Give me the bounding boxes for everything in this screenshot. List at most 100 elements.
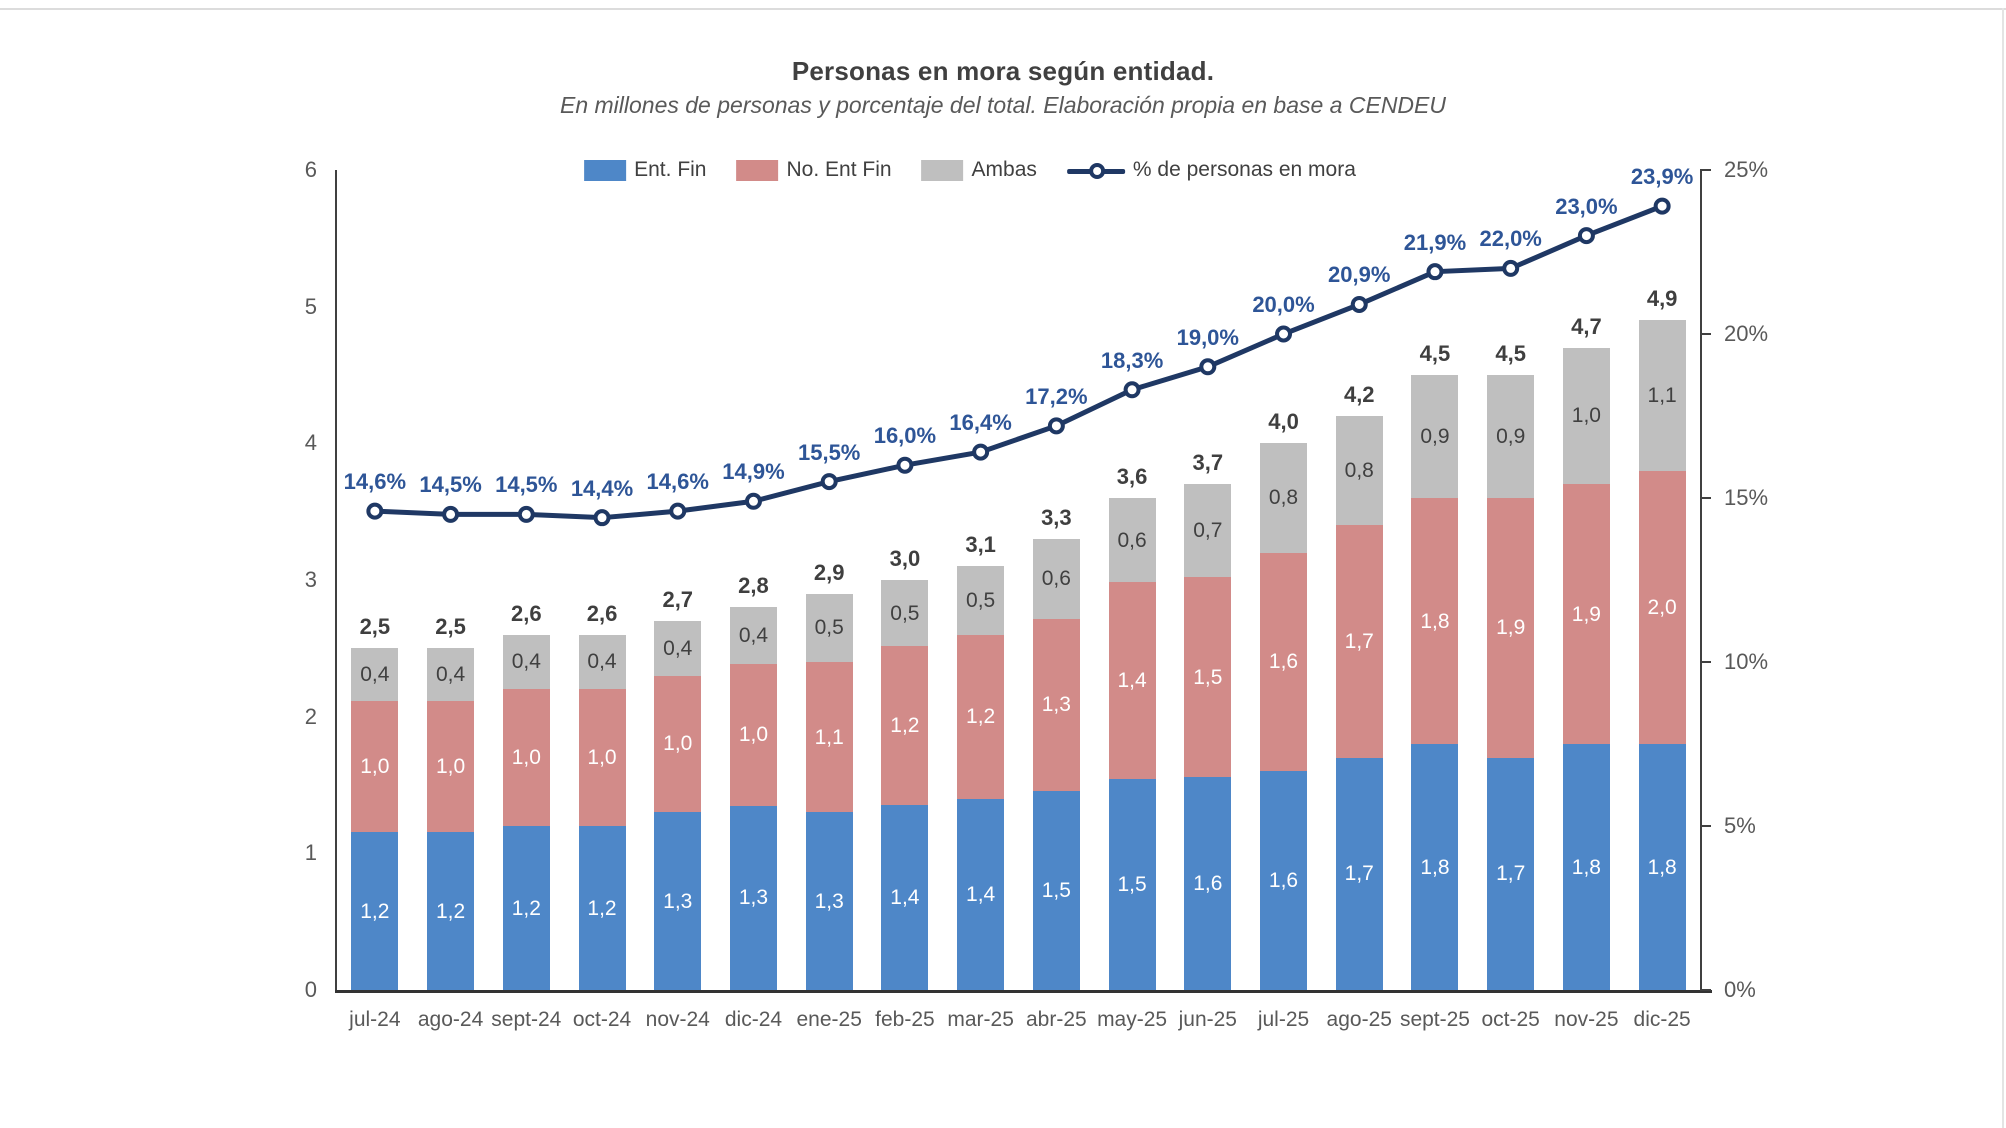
right-axis-line bbox=[1700, 170, 1702, 990]
bar-segment-value: 1,3 bbox=[738, 886, 769, 910]
left-axis-tick-label: 1 bbox=[304, 840, 317, 866]
bar-segment-value: 0,4 bbox=[587, 650, 617, 674]
left-axis-tick-label: 2 bbox=[304, 703, 317, 729]
pct-data-label: 15,5% bbox=[797, 439, 861, 465]
bar-segment-ambas: 0,4 bbox=[427, 648, 475, 701]
bar-segment-ent-fin: 1,3 bbox=[654, 812, 702, 990]
bar-segment-value: 1,2 bbox=[890, 713, 920, 737]
bar-segment-no-ent-fin: 1,8 bbox=[1411, 498, 1459, 744]
bar-total-label: 4,5 bbox=[1495, 341, 1526, 366]
bar-total-label: 4,0 bbox=[1268, 409, 1299, 435]
bar-segment-value: 0,9 bbox=[1496, 425, 1526, 448]
legend-swatch-no-ent-fin bbox=[736, 159, 779, 181]
right-axis-tick-label: 5% bbox=[1724, 813, 1756, 838]
bar-segment-value: 1,5 bbox=[1041, 879, 1071, 902]
bar-segment-ambas: 0,4 bbox=[351, 648, 399, 701]
bar-segment-ent-fin: 1,3 bbox=[805, 812, 853, 990]
x-axis-category-label: jul-25 bbox=[1257, 1008, 1310, 1031]
bar-segment-value: 1,0 bbox=[1571, 404, 1601, 428]
bar-segment-value: 1,1 bbox=[814, 725, 844, 749]
right-axis-tick-mark bbox=[1700, 169, 1711, 171]
bar-segment-value: 1,0 bbox=[360, 755, 390, 779]
chart-title: Personas en mora según entidad. bbox=[791, 56, 1215, 86]
pct-data-label: 18,3% bbox=[1100, 347, 1164, 373]
pct-line-marker bbox=[1653, 197, 1671, 215]
bar-segment-ent-fin: 1,6 bbox=[1184, 777, 1232, 990]
pct-data-label: 21,9% bbox=[1403, 229, 1467, 255]
x-axis-category-label: oct-25 bbox=[1481, 1008, 1540, 1031]
pct-line-marker bbox=[1199, 358, 1217, 376]
x-axis-category-label: oct-24 bbox=[572, 1008, 632, 1031]
bar-segment-no-ent-fin: 1,0 bbox=[351, 700, 399, 833]
bar-segment-value: 1,0 bbox=[738, 723, 769, 747]
right-axis-tick-label: 15% bbox=[1724, 485, 1769, 510]
bar-segment-value: 1,0 bbox=[435, 755, 466, 779]
pct-line-marker bbox=[1123, 381, 1141, 399]
bar-total-label: 3,6 bbox=[1116, 464, 1148, 489]
left-axis-line bbox=[335, 170, 337, 990]
pct-line-marker bbox=[366, 502, 384, 520]
bar-segment-ambas: 0,8 bbox=[1260, 443, 1308, 553]
bar-segment-ambas: 0,9 bbox=[1487, 375, 1535, 498]
right-axis-tick-mark bbox=[1700, 989, 1711, 991]
bar-total-label: 4,7 bbox=[1571, 313, 1602, 339]
bar-segment-no-ent-fin: 1,0 bbox=[427, 700, 475, 833]
bar-total-label: 4,9 bbox=[1646, 286, 1678, 312]
bar-segment-value: 0,4 bbox=[360, 663, 390, 687]
bar-segment-ambas: 0,7 bbox=[1184, 484, 1232, 578]
pct-data-label: 19,0% bbox=[1176, 324, 1239, 350]
bar-segment-value: 1,9 bbox=[1571, 602, 1601, 626]
pct-line-marker bbox=[972, 443, 990, 461]
bar-segment-ent-fin: 1,7 bbox=[1487, 757, 1535, 990]
x-axis-category-label: jun-25 bbox=[1178, 1008, 1237, 1031]
bar-segment-ent-fin: 1,6 bbox=[1260, 771, 1308, 990]
bar-segment-value: 0,5 bbox=[890, 601, 920, 625]
legend-item-pct-line: % de personas en mora bbox=[1066, 158, 1356, 182]
bar-segment-ent-fin: 1,8 bbox=[1638, 744, 1686, 990]
bar-segment-ent-fin: 1,2 bbox=[578, 826, 626, 990]
pct-data-label: 14,5% bbox=[419, 472, 482, 498]
bar-segment-no-ent-fin: 1,0 bbox=[502, 689, 550, 826]
bar-segment-ambas: 0,6 bbox=[1108, 498, 1156, 583]
bar-segment-ent-fin: 1,3 bbox=[729, 805, 777, 990]
pct-line-marker bbox=[1350, 295, 1368, 313]
bar-segment-ambas: 0,5 bbox=[805, 593, 853, 662]
bar-segment-value: 1,0 bbox=[663, 732, 693, 756]
bar-segment-value: 0,4 bbox=[663, 636, 693, 660]
bar-segment-no-ent-fin: 1,6 bbox=[1260, 552, 1308, 772]
legend-line-circle bbox=[1088, 162, 1105, 179]
right-axis-tick-label: 25% bbox=[1724, 157, 1769, 182]
right-axis-tick-mark bbox=[1700, 333, 1711, 335]
right-axis-tick-mark bbox=[1700, 825, 1711, 827]
pct-data-label: 20,0% bbox=[1252, 292, 1315, 317]
bar-segment-ambas: 1,1 bbox=[1638, 320, 1686, 471]
bar-total-label: 2,5 bbox=[359, 614, 391, 640]
x-axis-category-label: feb-25 bbox=[875, 1008, 935, 1031]
bar-segment-value: 0,5 bbox=[814, 616, 844, 640]
bar-segment-no-ent-fin: 1,0 bbox=[578, 689, 626, 826]
legend-swatch-ent-fin bbox=[584, 159, 627, 181]
legend-label-pct-line: % de personas en mora bbox=[1132, 158, 1356, 181]
bar-segment-ambas: 0,5 bbox=[881, 580, 929, 647]
bar-segment-ambas: 0,6 bbox=[1032, 539, 1080, 619]
legend-item-no-ent-fin: No. Ent Fin bbox=[736, 158, 892, 182]
bar-segment-value: 2,0 bbox=[1647, 595, 1677, 619]
bar-segment-value: 0,8 bbox=[1344, 459, 1374, 483]
pct-data-label: 14,6% bbox=[646, 469, 709, 495]
bar-segment-ambas: 0,8 bbox=[1335, 416, 1383, 526]
pct-data-label: 23,9% bbox=[1630, 164, 1694, 190]
bar-total-label: 3,3 bbox=[1041, 505, 1072, 530]
pct-data-label: 22,0% bbox=[1479, 226, 1542, 252]
bar-segment-ent-fin: 1,4 bbox=[881, 804, 929, 990]
right-axis-tick-label: 20% bbox=[1724, 321, 1769, 346]
x-axis-category-label: dic-24 bbox=[724, 1008, 783, 1031]
bar-total-label: 2,6 bbox=[511, 600, 542, 626]
bar-segment-ent-fin: 1,4 bbox=[957, 798, 1005, 990]
bar-segment-value: 1,5 bbox=[1193, 665, 1223, 689]
pct-line-marker bbox=[1047, 417, 1065, 435]
bar-total-label: 4,5 bbox=[1419, 341, 1451, 366]
bar-segment-no-ent-fin: 1,9 bbox=[1562, 484, 1610, 744]
bar-segment-value: 1,8 bbox=[1420, 855, 1450, 879]
